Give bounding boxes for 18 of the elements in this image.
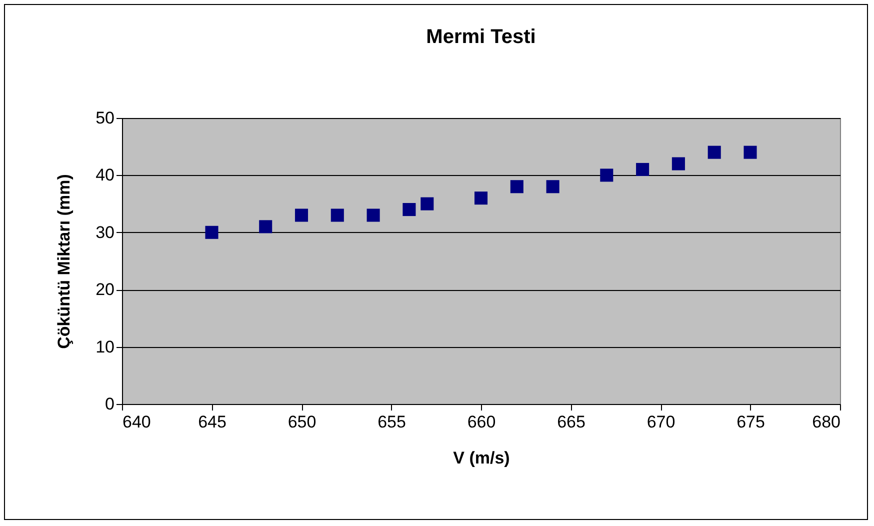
chart-title: Mermi Testi (426, 26, 536, 48)
x-tick-label: 645 (198, 412, 226, 432)
x-axis-title: V (m/s) (453, 448, 510, 468)
y-tick-label: 20 (96, 280, 114, 300)
x-tick-label: 655 (378, 412, 406, 432)
x-tick-label: 670 (646, 412, 676, 432)
y-tick-label: 30 (96, 222, 114, 242)
y-tick-label: 40 (96, 166, 114, 185)
x-tick-label: 665 (557, 412, 586, 432)
x-tick-label: 660 (467, 412, 496, 432)
x-tick-label: 675 (736, 412, 765, 432)
x-tick-label: 680 (812, 412, 840, 432)
y-tick-label: 0 (105, 394, 114, 414)
y-tick-label: 50 (96, 108, 114, 128)
y-axis-title: Çöküntü Miktarı (mm) (54, 174, 74, 349)
x-tick-label: 640 (122, 412, 151, 432)
x-tick-label: 650 (288, 412, 316, 432)
y-tick-label: 10 (96, 337, 114, 356)
